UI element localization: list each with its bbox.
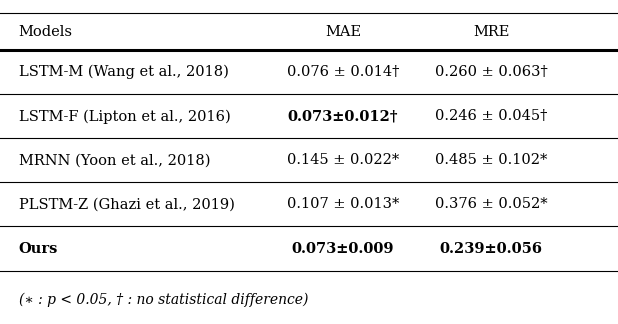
Text: (∗ : p < 0.05, † : no statistical difference): (∗ : p < 0.05, † : no statistical differ… <box>19 293 308 307</box>
Text: 0.107 ± 0.013*: 0.107 ± 0.013* <box>287 197 399 212</box>
Text: Ours: Ours <box>19 241 58 256</box>
Text: PLSTM-Z (Ghazi et al., 2019): PLSTM-Z (Ghazi et al., 2019) <box>19 197 234 212</box>
Text: 0.073±0.012†: 0.073±0.012† <box>288 109 398 123</box>
Text: 0.485 ± 0.102*: 0.485 ± 0.102* <box>435 153 548 168</box>
Text: LSTM-F (Lipton et al., 2016): LSTM-F (Lipton et al., 2016) <box>19 109 231 123</box>
Text: 0.145 ± 0.022*: 0.145 ± 0.022* <box>287 153 399 168</box>
Text: 0.376 ± 0.052*: 0.376 ± 0.052* <box>435 197 548 212</box>
Text: 0.076 ± 0.014†: 0.076 ± 0.014† <box>287 65 399 79</box>
Text: 0.073±0.009: 0.073±0.009 <box>292 241 394 256</box>
Text: 0.239±0.056: 0.239±0.056 <box>440 241 543 256</box>
Text: MRNN (Yoon et al., 2018): MRNN (Yoon et al., 2018) <box>19 153 210 168</box>
Text: MAE: MAE <box>325 25 361 39</box>
Text: 0.246 ± 0.045†: 0.246 ± 0.045† <box>435 109 548 123</box>
Text: LSTM-M (Wang et al., 2018): LSTM-M (Wang et al., 2018) <box>19 65 229 79</box>
Text: 0.260 ± 0.063†: 0.260 ± 0.063† <box>435 65 548 79</box>
Text: Models: Models <box>19 25 72 39</box>
Text: MRE: MRE <box>473 25 509 39</box>
